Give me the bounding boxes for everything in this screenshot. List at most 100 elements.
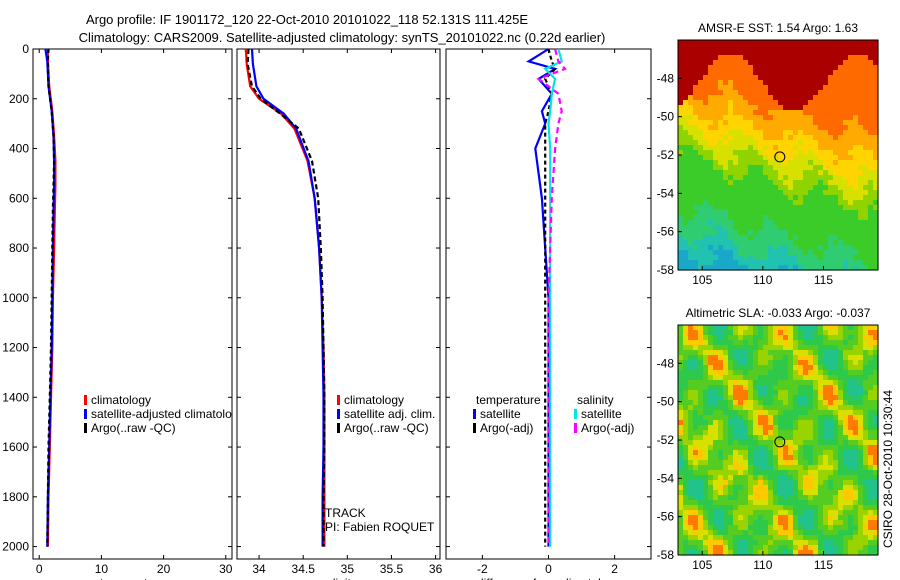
sst-map-cell <box>743 175 749 181</box>
sla-map-cell <box>838 525 844 531</box>
sst-map-cell <box>713 210 719 216</box>
sla-map-cell <box>873 410 879 416</box>
sla-map-cell <box>718 485 724 491</box>
sla-map-cell <box>833 395 839 401</box>
sla-map-cell <box>813 485 819 491</box>
salinity-xtick-label: 35 <box>341 562 355 576</box>
sla-map-cell <box>683 410 689 416</box>
sst-map-cell <box>733 175 739 181</box>
sst-map-cell <box>808 100 814 106</box>
sla-map-cell <box>743 475 749 481</box>
sst-map-cell <box>688 170 694 176</box>
sla-map-cell <box>728 410 734 416</box>
sst-map-cell <box>698 250 704 256</box>
sla-map-cell <box>688 445 694 451</box>
sla-map-cell <box>748 470 754 476</box>
sla-map-cell <box>713 330 719 336</box>
sla-map-cell <box>843 430 849 436</box>
sst-map-cell <box>763 105 769 111</box>
sst-map-cell <box>873 130 879 136</box>
sla-map-cell <box>783 405 789 411</box>
sla-map-cell <box>693 430 699 436</box>
sst-map-cell <box>783 150 789 156</box>
temperature-xtick-label: 0 <box>36 562 43 576</box>
sla-map-cell <box>693 515 699 521</box>
sst-map-cell <box>758 105 764 111</box>
sla-map-cell <box>808 505 814 511</box>
sla-map-cell <box>813 325 819 331</box>
sla-map-cell <box>738 405 744 411</box>
sla-map-cell <box>773 520 779 526</box>
sst-map-cell <box>838 220 844 226</box>
sla-map-cell <box>773 485 779 491</box>
sst-map-cell <box>808 95 814 101</box>
sst-map-cell <box>798 255 804 261</box>
sla-map-cell <box>848 370 854 376</box>
sla-map-cell <box>758 505 764 511</box>
sla-map-cell <box>698 395 704 401</box>
sla-map-cell <box>838 535 844 541</box>
sla-map-cell <box>708 455 714 461</box>
sst-map-cell <box>813 235 819 241</box>
sla-map-cell <box>708 440 714 446</box>
sst-map-cell <box>858 60 864 66</box>
sla-map-cell <box>783 550 789 556</box>
sst-map-cell <box>748 70 754 76</box>
sst-map-cell <box>743 140 749 146</box>
sst-map-cell <box>808 225 814 231</box>
sla-map-cell <box>718 535 724 541</box>
sla-map-cell <box>753 425 759 431</box>
sla-map-cell <box>808 455 814 461</box>
sst-map-cell <box>778 250 784 256</box>
sla-map-cell <box>723 350 729 356</box>
sst-map-cell <box>803 205 809 211</box>
sst-map-cell <box>823 125 829 131</box>
sla-map-cell <box>738 395 744 401</box>
sla-map-cell <box>783 325 789 331</box>
sla-map-cell <box>828 325 834 331</box>
sla-map-cell <box>793 360 799 366</box>
sla-map-cell <box>693 325 699 331</box>
sla-map-cell <box>863 420 869 426</box>
sla-map-cell <box>678 445 684 451</box>
sla-map-cell <box>678 380 684 386</box>
sla-map-cell <box>703 495 709 501</box>
difference-legend-entry-label: Argo(-adj) <box>581 421 634 435</box>
sla-map-cell <box>768 460 774 466</box>
sst-map-cell <box>828 260 834 266</box>
sla-map-cell <box>718 430 724 436</box>
sla-map-cell <box>748 535 754 541</box>
sst-map-cell <box>848 55 854 61</box>
sst-map-cell <box>778 45 784 51</box>
sla-map-cell <box>783 545 789 551</box>
sst-map-cell <box>678 250 684 256</box>
sst-map-cell <box>803 155 809 161</box>
sla-map-xtick-label: 105 <box>692 558 712 572</box>
sst-map-cell <box>748 115 754 121</box>
sst-map-cell <box>708 185 714 191</box>
sla-map-cell <box>723 340 729 346</box>
sla-map-cell <box>823 445 829 451</box>
sst-map-cell <box>758 165 764 171</box>
sla-map-cell <box>803 425 809 431</box>
sla-map-cell <box>813 400 819 406</box>
sla-map-cell <box>798 385 804 391</box>
sla-map-cell <box>808 515 814 521</box>
sla-map-cell <box>753 435 759 441</box>
sla-map-cell <box>723 405 729 411</box>
sst-map-cell <box>708 115 714 121</box>
sst-map-cell <box>723 40 729 46</box>
sst-map-cell <box>693 235 699 241</box>
sst-map-cell <box>843 260 849 266</box>
sst-map-cell <box>798 190 804 196</box>
sst-map-cell <box>718 220 724 226</box>
sla-map-cell <box>768 490 774 496</box>
sst-map-cell <box>843 115 849 121</box>
sla-map-cell <box>788 350 794 356</box>
sla-map-cell <box>763 380 769 386</box>
sla-map-cell <box>703 370 709 376</box>
sla-map-cell <box>698 540 704 546</box>
sst-map-cell <box>808 85 814 91</box>
sla-map-cell <box>743 365 749 371</box>
sla-map-cell <box>723 540 729 546</box>
